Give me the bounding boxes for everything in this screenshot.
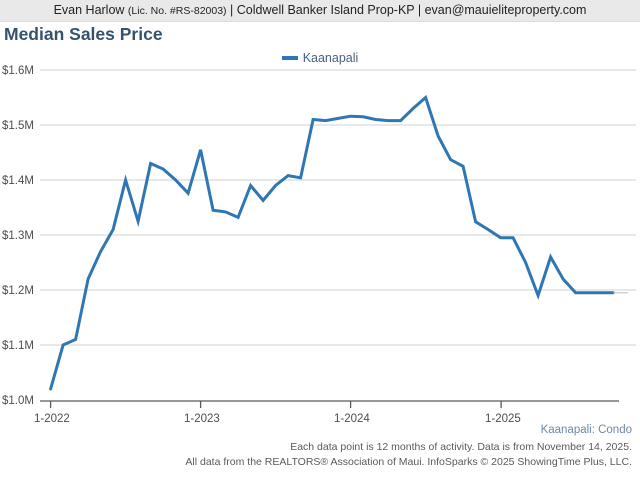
svg-text:$1.6M: $1.6M [2,65,34,77]
svg-text:$1.3M: $1.3M [2,230,34,242]
svg-text:$1.1M: $1.1M [2,340,34,352]
svg-text:$1.4M: $1.4M [2,175,34,187]
svg-text:$1.0M: $1.0M [2,395,34,407]
svg-text:$1.5M: $1.5M [2,120,34,132]
svg-text:$1.2M: $1.2M [2,285,34,297]
